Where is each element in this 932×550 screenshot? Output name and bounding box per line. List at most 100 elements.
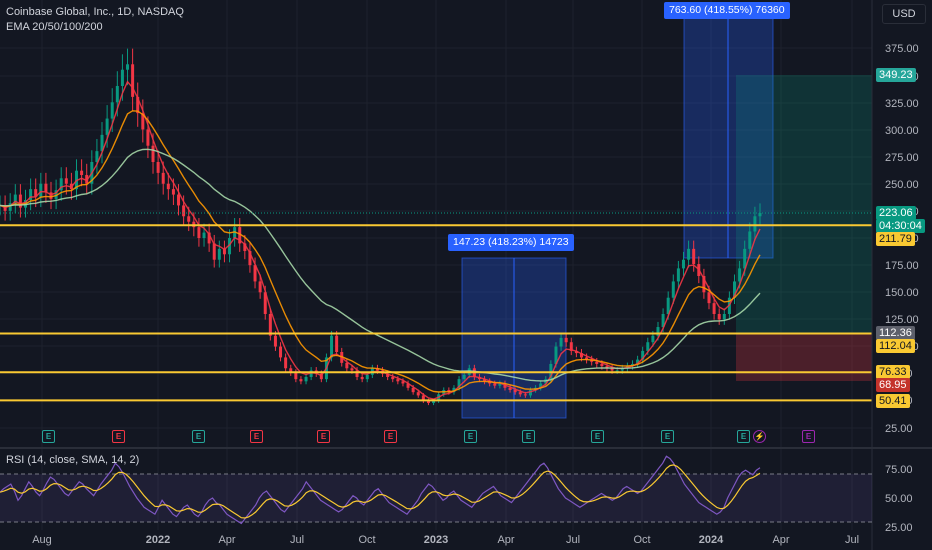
earnings-marker-icon[interactable]: E	[522, 430, 535, 443]
candle-body	[447, 390, 451, 393]
candle-body	[702, 276, 706, 293]
candle-body	[289, 368, 293, 373]
candle-body	[294, 372, 298, 380]
ema-line	[0, 110, 761, 393]
candle-body	[59, 178, 63, 191]
candle-body	[8, 203, 12, 211]
indicator-legend[interactable]: EMA 20/50/100/200	[6, 21, 103, 33]
candle-body	[508, 387, 512, 390]
candle-body	[243, 243, 247, 252]
earnings-marker-icon[interactable]: E	[737, 430, 750, 443]
earnings-marker-icon[interactable]: E	[384, 430, 397, 443]
candle-body	[238, 227, 242, 244]
candle-body	[687, 248, 691, 260]
candle-body	[64, 178, 68, 184]
currency-button[interactable]: USD	[882, 4, 926, 24]
price-badge: 223.06	[876, 206, 916, 220]
candle-body	[197, 227, 201, 238]
earnings-marker-icon[interactable]: E	[250, 430, 263, 443]
candle-body	[217, 248, 221, 260]
candle-body	[146, 129, 150, 146]
time-axis-label: Jul	[566, 534, 580, 546]
candle-body	[421, 395, 425, 401]
candle-body	[202, 232, 206, 238]
earnings-marker-icon[interactable]: E	[192, 430, 205, 443]
candle-body	[284, 357, 288, 369]
price-tick-label: 125.00	[885, 314, 919, 326]
price-tick-label: 300.00	[885, 125, 919, 137]
earnings-marker-icon[interactable]: E	[317, 430, 330, 443]
candle-body	[228, 238, 232, 255]
candle-body	[483, 379, 487, 382]
time-axis-label: Apr	[497, 534, 514, 546]
time-axis-label: Jul	[845, 534, 859, 546]
candle-body	[309, 370, 313, 377]
candle-body	[360, 376, 364, 380]
candle-body	[743, 248, 747, 269]
candle-body	[115, 86, 119, 103]
candle-body	[692, 248, 696, 265]
candle-body	[304, 376, 308, 382]
dividend-marker-icon[interactable]: ⚡	[753, 430, 766, 443]
candle-body	[416, 392, 420, 396]
candle-body	[432, 400, 436, 404]
candle-body	[406, 383, 410, 388]
price-tick-label: 150.00	[885, 287, 919, 299]
earnings-marker-icon[interactable]: E	[42, 430, 55, 443]
earnings-marker-icon[interactable]: E	[464, 430, 477, 443]
candle-body	[636, 359, 640, 364]
candle-body	[39, 183, 43, 197]
price-tick-label: 250.00	[885, 179, 919, 191]
candle-body	[375, 368, 379, 371]
rsi-legend[interactable]: RSI (14, close, SMA, 14, 2)	[6, 454, 140, 466]
candle-body	[350, 368, 354, 371]
candle-body	[187, 216, 191, 222]
earnings-marker-icon[interactable]: E	[802, 430, 815, 443]
candle-body	[585, 357, 589, 360]
time-axis-label: Oct	[633, 534, 650, 546]
candle-body	[391, 376, 395, 380]
candle-body	[131, 64, 135, 97]
candle-body	[518, 392, 522, 395]
earnings-marker-icon[interactable]: E	[112, 430, 125, 443]
measure-label-2023: 147.23 (418.23%) 14723	[448, 234, 574, 251]
earnings-marker-icon[interactable]: E	[661, 430, 674, 443]
candle-body	[105, 118, 109, 135]
price-tick-label: 325.00	[885, 98, 919, 110]
price-badge: 04:30:04	[876, 219, 925, 233]
price-badge: 50.41	[876, 394, 910, 408]
candle-body	[574, 350, 578, 354]
candle-body	[182, 205, 186, 217]
candle-body	[462, 374, 466, 380]
candle-body	[758, 213, 762, 217]
rsi-band	[0, 474, 872, 522]
earnings-marker-icon[interactable]: E	[591, 430, 604, 443]
price-tick-label: 175.00	[885, 260, 919, 272]
candle-body	[13, 194, 17, 204]
candle-body	[355, 370, 359, 377]
candle-body	[610, 368, 614, 371]
candle-body	[646, 342, 650, 351]
candle-body	[748, 231, 752, 249]
price-badge: 349.23	[876, 68, 916, 82]
price-badge: 76.33	[876, 365, 910, 379]
candle-body	[248, 251, 252, 266]
rsi-tick-label: 25.00	[885, 522, 913, 534]
candle-body	[528, 390, 532, 396]
candle-body	[595, 361, 599, 364]
candle-body	[268, 314, 272, 336]
candle-body	[156, 162, 160, 173]
time-axis-label: 2024	[699, 534, 724, 546]
candle-body	[651, 335, 655, 343]
price-badge: 211.79	[876, 232, 915, 246]
candle-body	[732, 281, 736, 298]
price-tick-label: 375.00	[885, 43, 919, 55]
rsi-tick-label: 50.00	[885, 493, 913, 505]
price-badge: 68.95	[876, 378, 910, 392]
candle-body	[166, 183, 170, 190]
candle-body	[498, 383, 502, 386]
candle-body	[641, 350, 645, 360]
candle-body	[258, 281, 262, 293]
measure-label-2024: 763.60 (418.55%) 76360	[664, 2, 790, 19]
